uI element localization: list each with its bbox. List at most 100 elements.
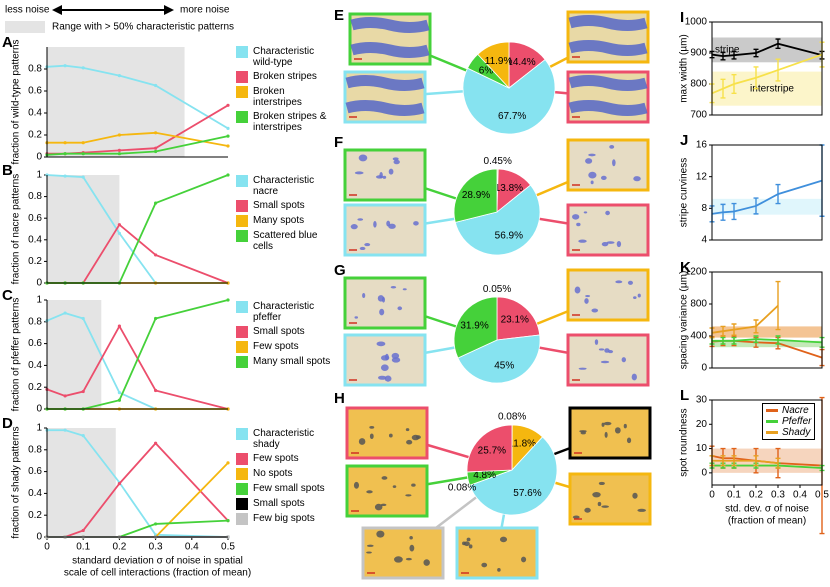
y-tick-label: 800 (690, 299, 707, 310)
y-tick-label: 0.8 (28, 191, 42, 202)
pie-label: 31.9% (460, 320, 488, 331)
pattern-spot (391, 352, 400, 359)
pattern-spot (592, 491, 601, 498)
legend-swatch (766, 431, 778, 434)
y-tick-label: 0.6 (28, 213, 42, 224)
data-point (117, 223, 121, 227)
data-point (81, 528, 85, 533)
pie-label: 0.05% (483, 284, 511, 295)
y-tick-label: 1 (36, 295, 42, 306)
pattern-spot (405, 557, 412, 561)
data-point (154, 522, 158, 526)
y-tick-label: 700 (690, 110, 707, 121)
x-axis-label: (fraction of mean) (728, 516, 806, 527)
series-line (711, 454, 823, 467)
x-tick-label: 0.1 (727, 490, 741, 501)
legend-swatch (766, 420, 778, 423)
pattern-spot (574, 286, 581, 294)
legend-label: Nacre (782, 405, 809, 416)
pattern-spot (466, 537, 471, 542)
y-tick-label: 0.2 (28, 382, 42, 393)
y-tick-label: 0 (36, 278, 42, 289)
legend-label: Characteristic wild-type (253, 46, 315, 68)
pie-label: 6% (479, 66, 494, 77)
y-tick-label: 0 (36, 152, 42, 163)
error-bar (775, 335, 781, 345)
pattern-spot (405, 428, 410, 432)
pattern-spot (609, 145, 615, 149)
axes (46, 428, 228, 538)
y-tick-label: 0.2 (28, 256, 42, 267)
pattern-spot (358, 438, 366, 445)
thumbnail (345, 406, 429, 460)
pattern-spot (497, 567, 501, 572)
y-tick-label: 0.6 (28, 466, 42, 477)
pattern-spot (374, 503, 383, 511)
data-point (154, 201, 158, 205)
legend-label: Few small spots (253, 483, 325, 494)
pattern-spot (576, 222, 581, 227)
legend-label: Small spots (253, 200, 305, 211)
legend-entry: Few spots (236, 453, 332, 465)
legend-swatch (236, 483, 248, 495)
legend: Characteristic nacre Small spots Many spot… (236, 175, 332, 255)
x-tick-label: 0 (709, 490, 715, 501)
thumbnail (345, 464, 429, 518)
pattern-spot (381, 355, 390, 361)
pattern-spot (354, 171, 364, 175)
legend-entry: Few small spots (236, 483, 332, 495)
y-tick-label: 8 (701, 203, 707, 214)
y-tick-label: 0.8 (28, 64, 42, 75)
legend-swatch (236, 301, 248, 313)
legend-swatch (236, 46, 248, 58)
y-axis-label: spot roundness (679, 408, 690, 476)
pattern-spot (468, 544, 473, 549)
y-axis-label: fraction of nacre patterns (11, 174, 22, 285)
panel-letter: J (680, 132, 688, 149)
pattern-spot (375, 175, 384, 179)
pie-slice (496, 296, 541, 341)
error-bar (775, 457, 781, 469)
legend: Characteristic pfeffer Small spots Few spo… (236, 301, 332, 371)
pattern-spot (392, 157, 399, 161)
data-point (226, 519, 230, 523)
pattern-spot (606, 241, 615, 244)
pattern-spot (633, 296, 637, 300)
error-bar (720, 325, 726, 337)
data-point (117, 481, 121, 486)
pattern-spot (390, 286, 397, 289)
x-tick-label: 0.2 (749, 490, 763, 501)
pattern-spot (627, 280, 633, 285)
pattern-stripe (350, 42, 430, 58)
legend-label: Few spots (253, 453, 299, 464)
legend-entry: Small spots (236, 200, 332, 212)
data-point (154, 316, 158, 321)
pie-label: 0.08% (448, 483, 476, 494)
pattern-spot (359, 246, 366, 251)
legend-entry: Many small spots (236, 356, 332, 368)
pattern-spot (583, 211, 588, 214)
pattern-spot (614, 427, 621, 434)
thumbnail (566, 203, 650, 257)
pattern-spot (415, 435, 421, 439)
data-point (81, 152, 85, 156)
pie-label: 0.08% (498, 412, 526, 423)
legend-label: No spots (253, 468, 293, 479)
pattern-spot (626, 437, 632, 444)
pattern-spot (350, 224, 358, 230)
reference-band (712, 71, 822, 106)
pattern-spot (481, 562, 488, 568)
legend-swatch (236, 498, 248, 510)
pattern-spot (578, 239, 587, 243)
reference-band (712, 326, 822, 338)
data-point (117, 74, 121, 78)
axes (46, 175, 228, 284)
pattern-spot (376, 530, 385, 538)
data-point (117, 133, 121, 137)
legend-swatch (236, 175, 248, 187)
pattern-spot (411, 483, 416, 487)
legend-entry: Characteristic shady (236, 428, 332, 450)
panel-letter: B (2, 162, 13, 179)
data-point (63, 64, 67, 68)
pattern-stripe (568, 100, 648, 116)
